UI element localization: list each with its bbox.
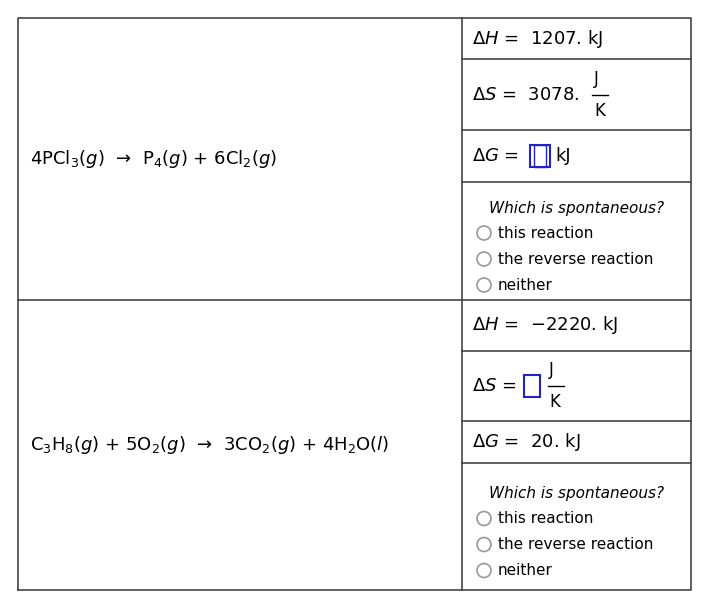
Text: this reaction: this reaction <box>498 511 593 526</box>
Text: the reverse reaction: the reverse reaction <box>498 537 654 552</box>
Text: $\Delta S$ =  3078.: $\Delta S$ = 3078. <box>472 85 581 104</box>
Text: this reaction: this reaction <box>498 226 593 241</box>
Text: K: K <box>594 102 605 120</box>
Text: 4PCl$_3$($g$)  →  P$_4$($g$) + 6Cl$_2$($g$): 4PCl$_3$($g$) → P$_4$($g$) + 6Cl$_2$($g$… <box>30 148 277 170</box>
Text: neither: neither <box>498 278 553 293</box>
Text: K: K <box>549 393 560 411</box>
Text: $\Delta H$ =  $-$2220. kJ: $\Delta H$ = $-$2220. kJ <box>472 314 618 337</box>
Text: Which is spontaneous?: Which is spontaneous? <box>489 200 664 216</box>
Text: $\Delta S$ =: $\Delta S$ = <box>472 377 518 395</box>
Text: J: J <box>549 361 554 379</box>
Text: neither: neither <box>498 563 553 578</box>
Text: $\Delta G$ =: $\Delta G$ = <box>472 147 521 165</box>
Text: the reverse reaction: the reverse reaction <box>498 252 654 267</box>
Text: Which is spontaneous?: Which is spontaneous? <box>489 486 664 501</box>
Text: $\Delta G$ =  20. kJ: $\Delta G$ = 20. kJ <box>472 431 581 453</box>
Text: J: J <box>594 69 599 87</box>
Text: C$_3$H$_8$($g$) + 5O$_2$($g$)  →  3CO$_2$($g$) + 4H$_2$O($l$): C$_3$H$_8$($g$) + 5O$_2$($g$) → 3CO$_2$(… <box>30 434 389 456</box>
Text: $\Delta H$ =  1207. kJ: $\Delta H$ = 1207. kJ <box>472 28 603 49</box>
Text: kJ: kJ <box>555 147 571 165</box>
